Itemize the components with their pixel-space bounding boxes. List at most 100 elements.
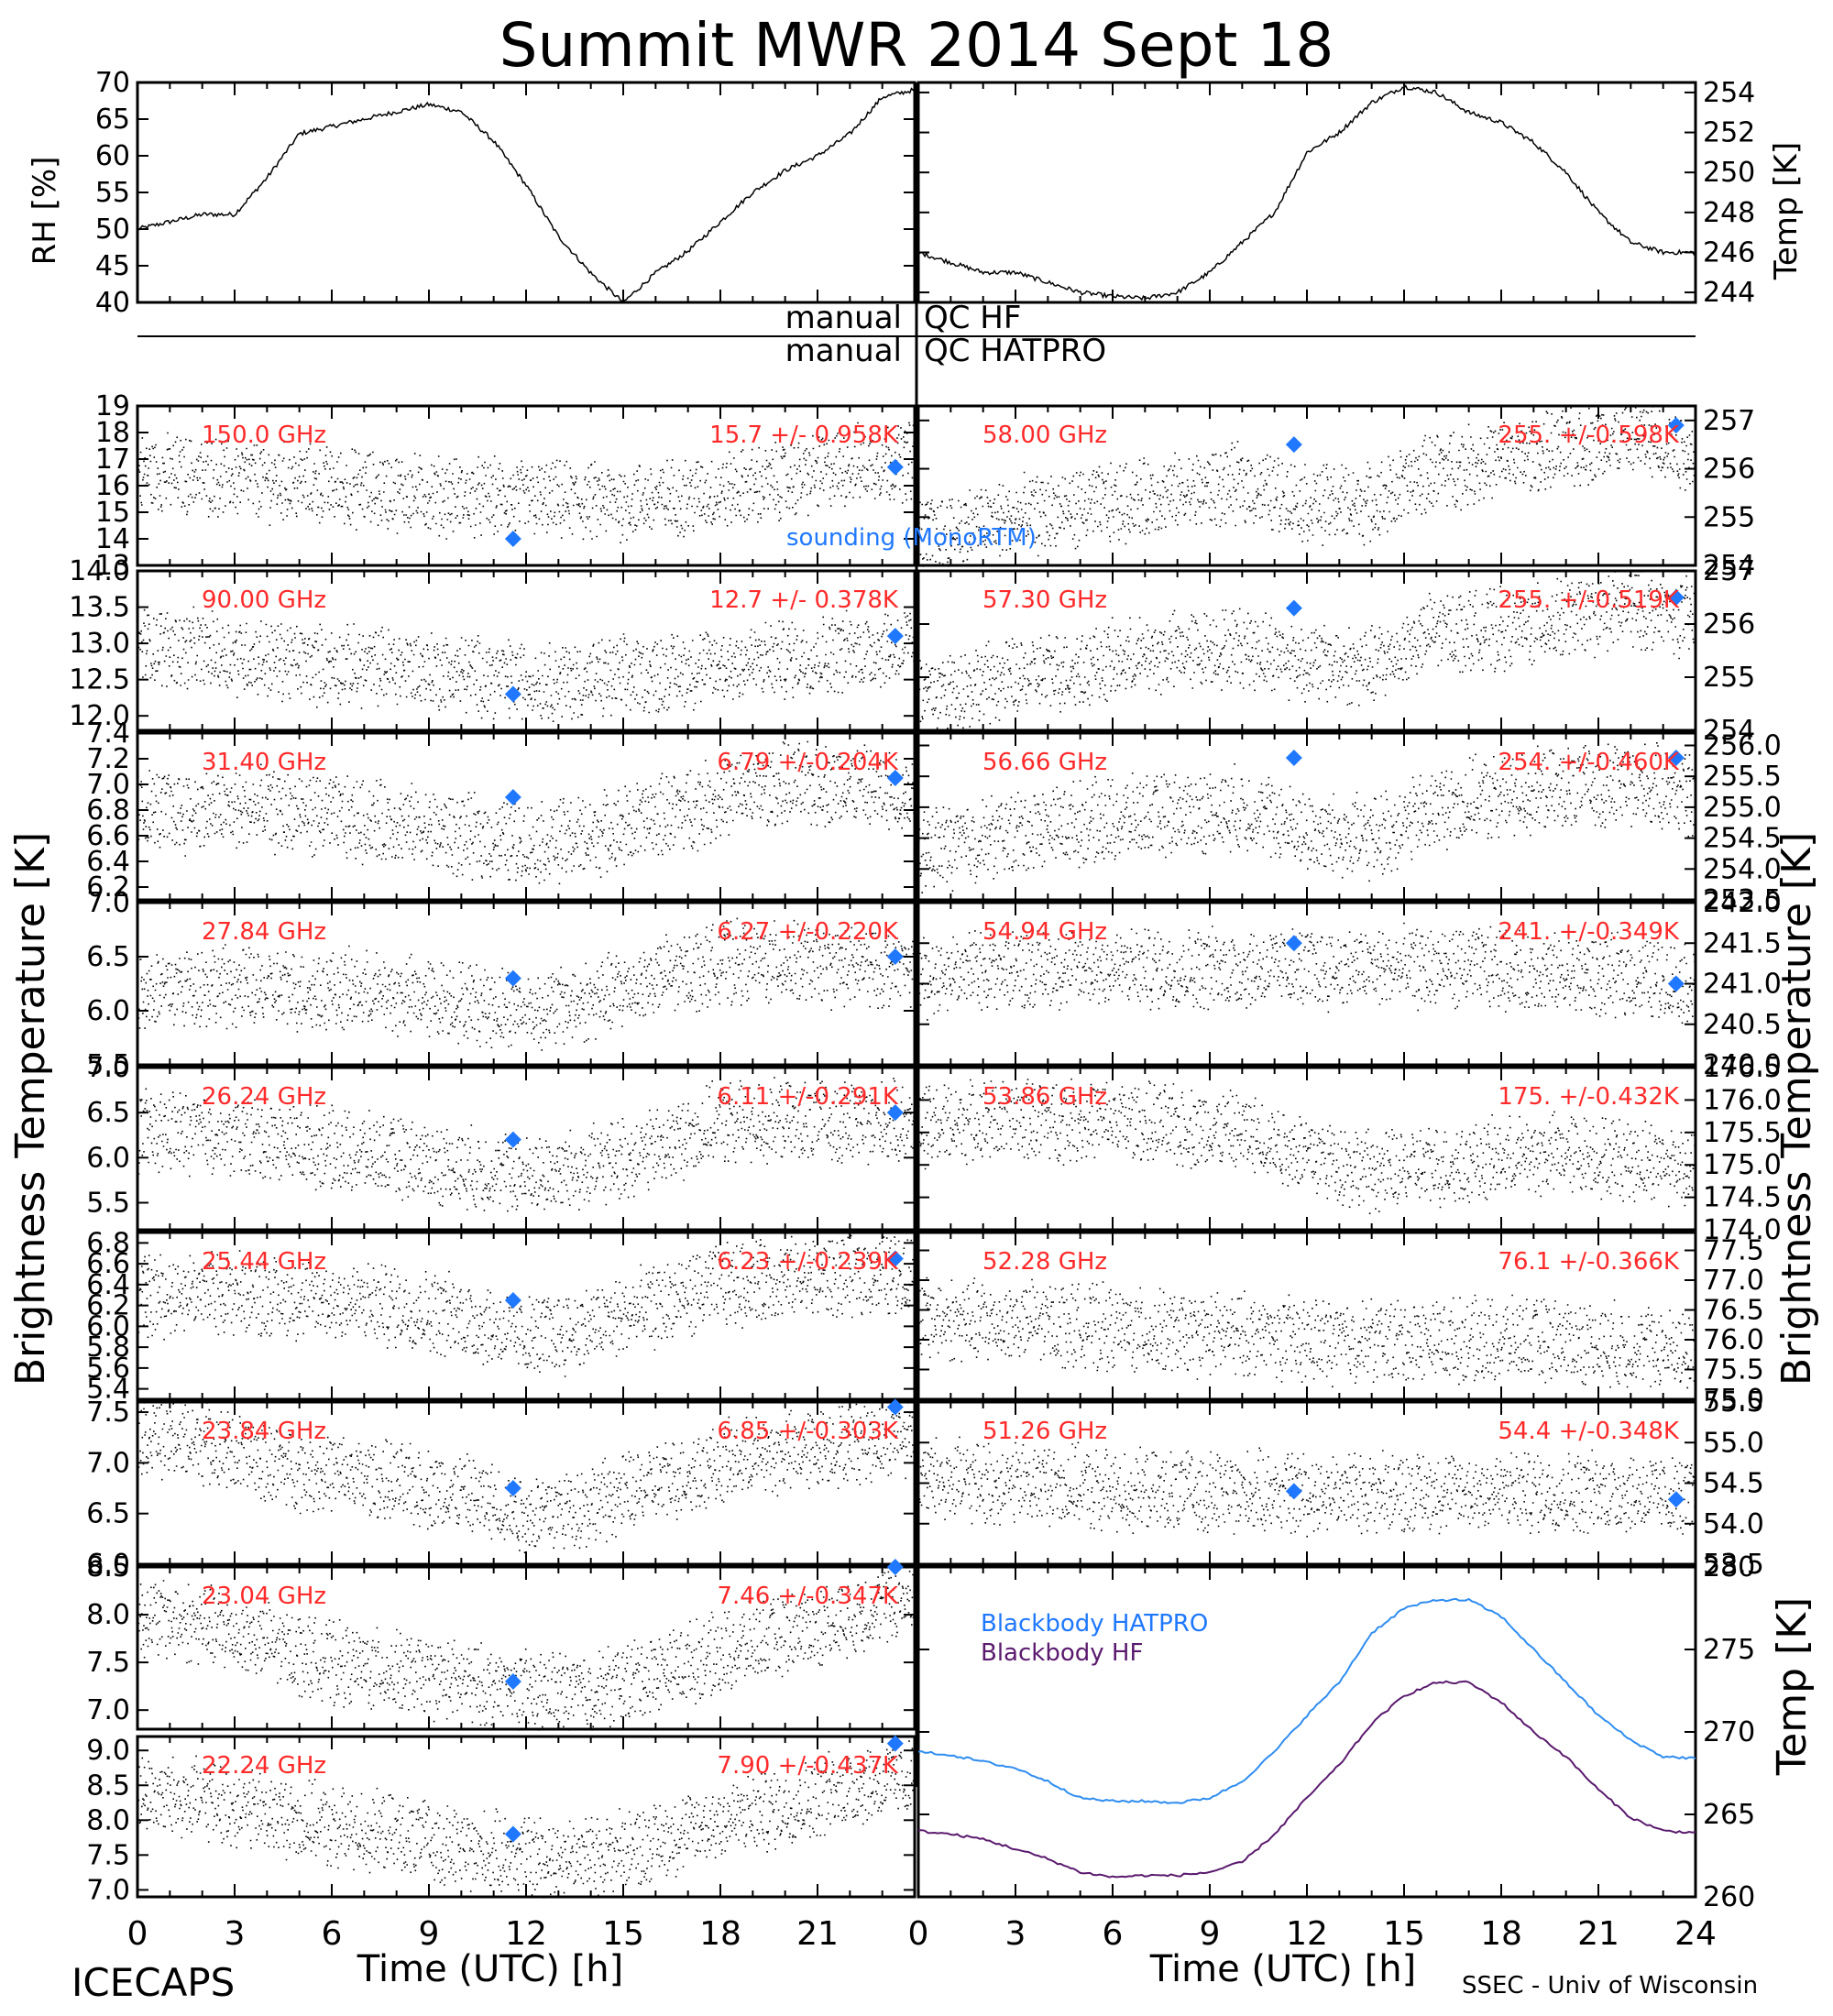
data-points-2304 — [137, 1567, 916, 1731]
panel-5494: 240.0 240.5 241.0 241.5 242.0 54.94 GHz 241. +… — [916, 887, 1782, 1081]
channel-stat-2544: 6.23 +/-0.239K — [717, 1248, 899, 1276]
y-tick-label: 254.0 — [1703, 853, 1782, 885]
x-tick-label: 9 — [1200, 1915, 1221, 1953]
channel-label-2544: 25.44 GHz — [202, 1248, 326, 1276]
top-panels: 40 45 50 55 60 65 70 244 246 248 250 252 254 — [95, 67, 1755, 319]
y-tick-label: 174.5 — [1703, 1182, 1782, 1214]
sounding-point — [504, 1480, 521, 1497]
y-tick-label: 7.5 — [86, 1839, 130, 1871]
y-tick-label: 77.5 — [1703, 1235, 1764, 1267]
tb-axis-label-right: Brightness Temperature [K] — [1773, 832, 1820, 1386]
y-tick-label: 255 — [1703, 662, 1755, 694]
channel-label-5800: 58.00 GHz — [982, 422, 1107, 449]
channel-stat-5126: 54.4 +/-0.348K — [1498, 1418, 1680, 1445]
channel-label-1500: 150.0 GHz — [202, 422, 326, 449]
y-tick-label: 53.5 — [1703, 1549, 1764, 1581]
channel-stat-2384: 6.85 +/-0.303K — [717, 1418, 899, 1445]
sounding-point — [1667, 975, 1685, 992]
panel-2624: 5.5 6.0 6.5 7.0 26.24 GHz 6.11 +/-0.291K — [86, 1052, 916, 1232]
y-tick-label: 70 — [95, 67, 130, 99]
y-tick-label: 253.5 — [1703, 884, 1782, 916]
sounding-point — [1667, 749, 1685, 766]
channel-stat-2304: 7.46 +/-0.347K — [717, 1583, 899, 1610]
bb-hatpro-legend: Blackbody HATPRO — [981, 1610, 1208, 1638]
y-tick-label: 55.0 — [1703, 1427, 1764, 1459]
x-tick-label: 0 — [127, 1915, 148, 1953]
y-tick-label: 7.0 — [86, 1874, 130, 1906]
y-tick-label: 5.5 — [86, 1049, 130, 1081]
y-tick-label: 7.5 — [86, 1397, 130, 1429]
y-tick-label: 76.0 — [1703, 1324, 1764, 1356]
y-tick-label: 256.0 — [1703, 729, 1782, 761]
x-tick-label: 12 — [1286, 1915, 1328, 1953]
y-tick-label: 255 — [1703, 501, 1755, 533]
channel-stat-5228: 76.1 +/-0.366K — [1498, 1248, 1680, 1276]
channel-label-5386: 53.86 GHz — [982, 1083, 1107, 1111]
panel-5800: 254 255 256 257 58.00 GHz 255. +/-0.598K — [916, 404, 1755, 582]
y-tick-label: 240.5 — [1703, 1009, 1782, 1041]
channel-stat-5730: 255. +/-0.519K — [1498, 586, 1680, 614]
y-tick-label: 7.0 — [86, 1052, 130, 1084]
rh-panel-line — [137, 87, 916, 302]
data-points-5386 — [918, 1078, 1696, 1214]
channel-label-2384: 23.84 GHz — [202, 1418, 326, 1445]
sounding-legend: sounding (MonoRTM) — [786, 524, 1037, 552]
sounding-point — [504, 789, 521, 805]
y-tick-label: 6.0 — [86, 995, 130, 1027]
panel-2304: 7.0 7.5 8.0 8.5 23.04 GHz 7.46 +/-0.347K — [86, 1551, 916, 1731]
x-tick-label: 12 — [505, 1915, 547, 1953]
y-tick-label: 7.5 — [86, 1647, 130, 1679]
x-tick-label: 21 — [1577, 1915, 1619, 1953]
x-tick-label: 18 — [699, 1915, 741, 1953]
y-tick-label: 257 — [1703, 555, 1755, 587]
panel-2544: 5.45.65.86.06.26.46.66.8 25.44 GHz 6.23 +/… — [86, 1227, 916, 1406]
y-tick-label: 6.6 — [86, 820, 130, 852]
sounding-point — [886, 770, 904, 786]
rh-axis-label: RH [%] — [27, 157, 63, 266]
sounding-point — [1285, 599, 1302, 617]
y-tick-label: 252 — [1703, 117, 1755, 149]
y-tick-label: 18 — [95, 417, 130, 449]
panel-5730: 254 255 256 257 57.30 GHz 255. +/-0.519K — [916, 555, 1755, 747]
y-tick-label: 260 — [1703, 1881, 1755, 1913]
channel-label-5126: 51.26 GHz — [982, 1418, 1107, 1445]
y-tick-label: 5.6 — [86, 1353, 130, 1385]
y-tick-label: 7.4 — [86, 718, 130, 750]
y-tick-label: 60 — [95, 140, 130, 172]
y-tick-label: 8.5 — [86, 1551, 130, 1583]
x-tick-label: 15 — [602, 1915, 644, 1953]
y-tick-label: 75.0 — [1703, 1384, 1764, 1416]
panel-9000: 12.0 12.5 13.0 13.5 14.0 90.00 GHz 12.7 +/- 0.… — [69, 555, 916, 732]
y-tick-label: 250 — [1703, 157, 1755, 189]
y-tick-label: 6.4 — [86, 1269, 130, 1301]
sounding-point — [504, 1291, 521, 1309]
y-tick-label: 14 — [95, 523, 130, 555]
channel-label-2784: 27.84 GHz — [202, 918, 326, 946]
x-tick-label: 9 — [419, 1915, 440, 1953]
y-tick-label: 6.6 — [86, 1248, 130, 1280]
y-tick-label: 54.0 — [1703, 1508, 1764, 1540]
x-tick-label: 18 — [1480, 1915, 1522, 1953]
sounding-point — [886, 1559, 904, 1575]
y-tick-label: 242.0 — [1703, 887, 1782, 919]
sounding-point — [1667, 589, 1685, 606]
x-tick-label: 6 — [322, 1915, 343, 1953]
y-tick-label: 6.8 — [86, 1227, 130, 1259]
panel-2384: 6.0 6.5 7.0 7.5 23.84 GHz 6.85 +/-0.303K — [86, 1397, 916, 1581]
y-tick-label: 77.0 — [1703, 1265, 1764, 1297]
y-tick-label: 45 — [95, 250, 130, 282]
qc-hatpro-label: QC HATPRO — [924, 333, 1106, 369]
channel-stat-5494: 241. +/-0.349K — [1498, 918, 1680, 946]
sounding-point — [1285, 436, 1302, 454]
qc-strip: manual QC HF manual QC HATPRO — [137, 82, 1696, 1787]
y-tick-label: 13.0 — [69, 628, 130, 660]
data-points-9000 — [137, 606, 916, 722]
sounding-point — [886, 948, 904, 965]
y-tick-label: 254 — [1703, 550, 1755, 582]
bb-series-hf — [917, 1680, 1696, 1879]
channel-label-2304: 23.04 GHz — [202, 1583, 326, 1610]
y-tick-label: 6.2 — [86, 1290, 130, 1322]
sounding-point — [504, 531, 521, 547]
